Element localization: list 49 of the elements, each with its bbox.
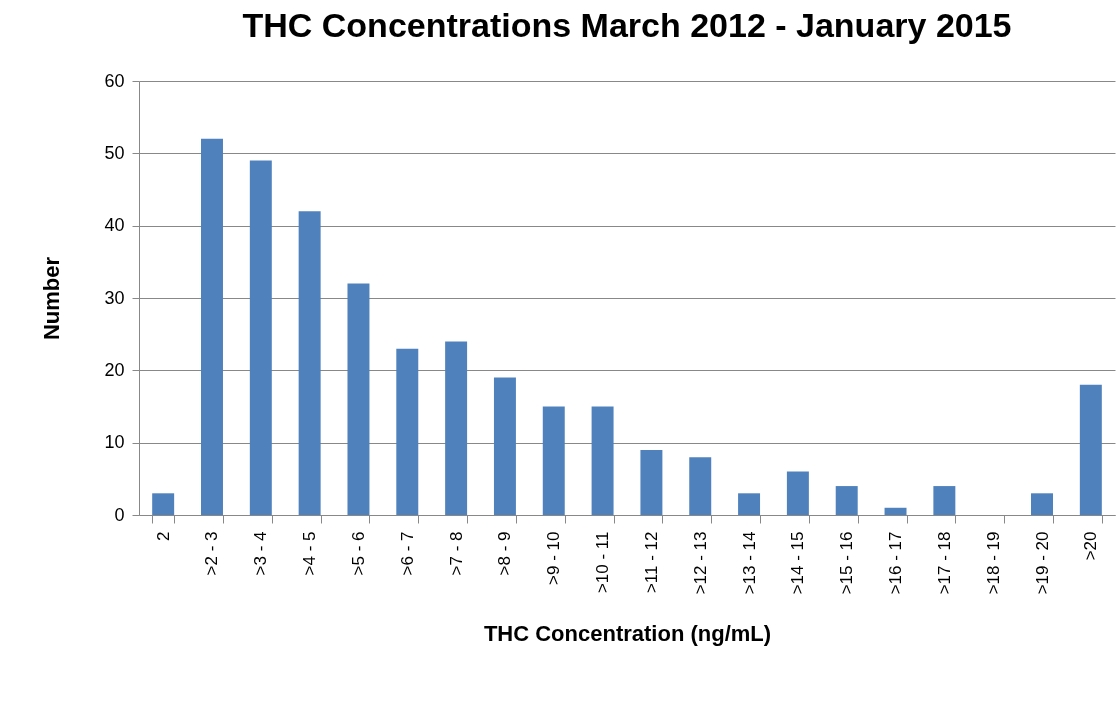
y-tick-label: 10 [104,432,125,453]
x-axis-title: THC Concentration (ng/mL) [483,621,772,647]
bar [396,348,419,515]
bar [786,471,809,515]
x-tick-label: >19 - 20 [1032,531,1052,595]
x-tick-label: >17 - 18 [934,531,954,595]
x-tick-label: >12 - 13 [690,531,710,595]
y-tick-label: 0 [114,504,125,525]
x-tick-label: >2 - 3 [202,531,222,576]
bar [445,341,468,515]
chart-title: THC Concentrations March 2012 - January 2015 [242,6,1012,44]
bar [689,457,712,515]
x-tick-label: >18 - 19 [983,531,1003,595]
bar [201,138,223,515]
bar [640,449,663,515]
bar [152,493,175,515]
x-tick-label: 2 [153,531,173,541]
x-tick-label: >14 - 15 [788,531,808,595]
bar [347,283,370,515]
y-tick-label: 40 [104,215,125,236]
x-tick-label: >15 - 16 [837,531,857,595]
x-tick-label: >4 - 5 [300,531,320,576]
x-tick-label: >3 - 4 [251,531,271,576]
x-tick-label: >20 [1081,531,1101,561]
x-tick-label: >8 - 9 [495,531,515,576]
bar [1031,493,1053,515]
bar [542,406,565,515]
y-tick-label: 30 [104,287,125,308]
y-tick-label: 20 [104,359,125,380]
y-tick-label: 60 [104,70,125,91]
bar [298,211,321,515]
bar [835,486,858,515]
x-tick-label: >16 - 17 [886,531,906,595]
bar [738,493,761,515]
y-tick-label: 50 [104,142,125,163]
bar [884,507,907,515]
x-tick-label: >13 - 14 [739,531,759,595]
y-axis-title: Number [39,256,65,341]
bar [493,377,516,515]
bar [933,486,956,515]
bar [591,406,614,515]
x-tick-label: >11 - 12 [641,531,661,594]
x-tick-label: >6 - 7 [397,531,417,576]
x-tick-label: >10 - 11 [593,531,613,594]
x-tick-label: >9 - 10 [544,531,564,585]
bar [249,160,272,515]
x-tick-label: >7 - 8 [446,531,466,576]
x-tick-label: >5 - 6 [348,531,368,576]
bar [1079,384,1102,515]
